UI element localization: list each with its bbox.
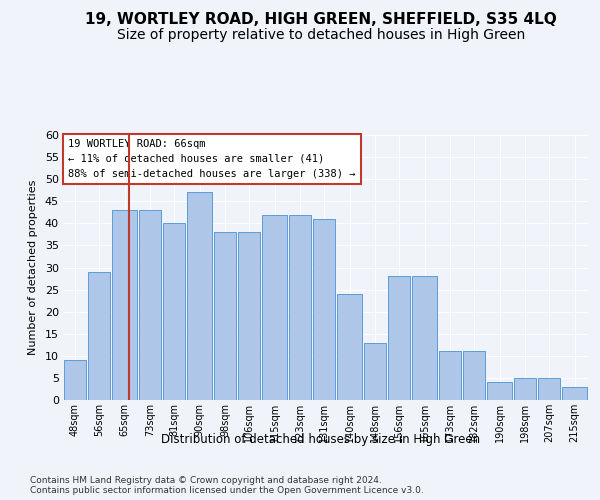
Bar	[139, 210, 161, 400]
Bar	[163, 224, 185, 400]
Bar	[538, 378, 560, 400]
Bar	[112, 210, 137, 400]
Bar	[388, 276, 410, 400]
Bar	[289, 214, 311, 400]
Bar	[187, 192, 212, 400]
Y-axis label: Number of detached properties: Number of detached properties	[28, 180, 38, 355]
Text: 19 WORTLEY ROAD: 66sqm
← 11% of detached houses are smaller (41)
88% of semi-det: 19 WORTLEY ROAD: 66sqm ← 11% of detached…	[68, 139, 356, 178]
Text: Distribution of detached houses by size in High Green: Distribution of detached houses by size …	[161, 432, 481, 446]
Text: 19, WORTLEY ROAD, HIGH GREEN, SHEFFIELD, S35 4LQ: 19, WORTLEY ROAD, HIGH GREEN, SHEFFIELD,…	[85, 12, 557, 28]
Bar	[64, 360, 86, 400]
Bar	[88, 272, 110, 400]
Bar	[313, 219, 335, 400]
Bar	[412, 276, 437, 400]
Bar	[514, 378, 536, 400]
Bar	[337, 294, 362, 400]
Bar	[238, 232, 260, 400]
Bar	[439, 352, 461, 400]
Bar	[214, 232, 236, 400]
Text: Contains HM Land Registry data © Crown copyright and database right 2024.
Contai: Contains HM Land Registry data © Crown c…	[30, 476, 424, 495]
Bar	[562, 387, 587, 400]
Bar	[364, 342, 386, 400]
Text: Size of property relative to detached houses in High Green: Size of property relative to detached ho…	[117, 28, 525, 42]
Bar	[487, 382, 512, 400]
Bar	[262, 214, 287, 400]
Bar	[463, 352, 485, 400]
